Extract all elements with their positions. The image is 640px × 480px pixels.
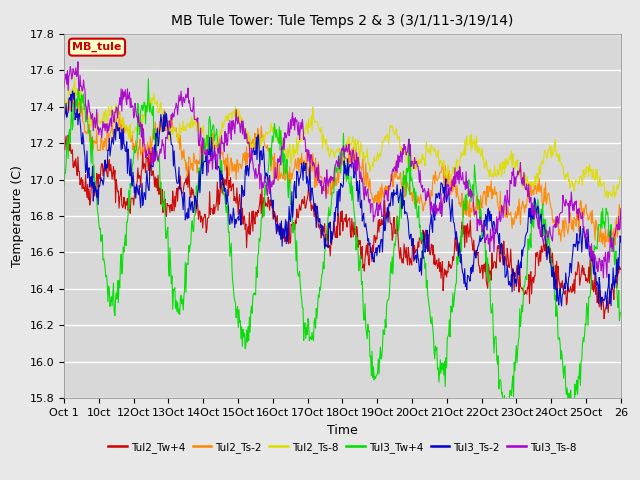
X-axis label: Time: Time	[327, 424, 358, 437]
Title: MB Tule Tower: Tule Temps 2 & 3 (3/1/11-3/19/14): MB Tule Tower: Tule Temps 2 & 3 (3/1/11-…	[172, 14, 513, 28]
Text: MB_tule: MB_tule	[72, 42, 122, 52]
Legend: Tul2_Tw+4, Tul2_Ts-2, Tul2_Ts-8, Tul3_Tw+4, Tul3_Ts-2, Tul3_Ts-8: Tul2_Tw+4, Tul2_Ts-2, Tul2_Ts-8, Tul3_Tw…	[104, 438, 581, 457]
Y-axis label: Temperature (C): Temperature (C)	[11, 165, 24, 267]
